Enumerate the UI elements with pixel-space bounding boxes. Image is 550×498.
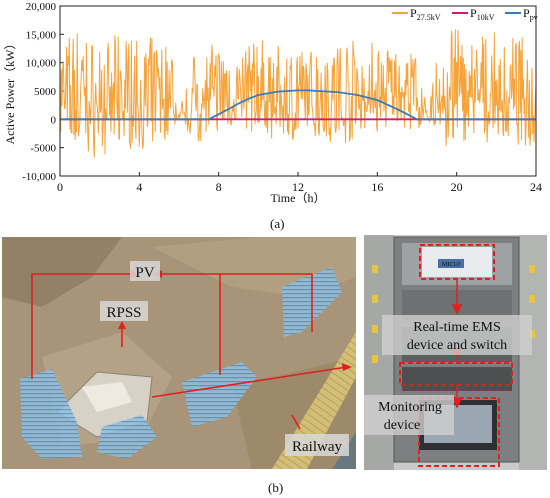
rpss-label-box	[100, 301, 148, 321]
device-badge: MICUJ	[442, 262, 461, 268]
pv-array-center	[182, 362, 257, 427]
y-tick-label: -5000	[30, 143, 56, 155]
annotation-lines	[31, 273, 348, 430]
series-line-P27.5kV	[59, 29, 537, 158]
pv-label: PV	[135, 265, 154, 281]
power-chart: 0 4 8 12 16 20 24 -10,000 -5000 0 5000 10,000 15,000…	[0, 0, 550, 235]
series-line-Ppv	[60, 89, 536, 121]
panel-label-b: (b)	[268, 480, 284, 495]
power-chart-svg: 0 4 8 12 16 20 24 -10,000 -5000 0 5000 10,000 15,000…	[3, 1, 542, 205]
pv-array-south	[97, 415, 157, 459]
pv-label-box	[130, 261, 160, 281]
legend-label: P10kV	[470, 6, 495, 22]
x-tick-label: 0	[57, 180, 63, 194]
ems-label-line1: Real-time EMS	[413, 320, 501, 335]
y-tick-label: -10,000	[22, 171, 56, 183]
x-tick-label: 20	[451, 180, 463, 194]
x-tick-label: 16	[371, 180, 383, 194]
y-tick-label: 20,000	[26, 1, 57, 13]
x-tick-label: 12	[292, 180, 304, 194]
railway-label-box	[285, 434, 349, 456]
y-tick-label: 0	[51, 114, 57, 126]
x-tick-label: 24	[530, 180, 542, 194]
legend-label: Ppv	[523, 6, 538, 22]
x-tick-label: 4	[136, 180, 142, 194]
aerial-photo-svg: PV RPSS Railway	[2, 237, 356, 469]
y-tick-label: 15,000	[26, 29, 57, 41]
y-axis-label: Active Power（kW）	[3, 38, 17, 145]
rpss-label: RPSS	[106, 305, 141, 321]
monitoring-label-line1: Monitoring	[378, 400, 442, 415]
ems-label-line2: device and switch	[407, 338, 507, 353]
y-tick-label: 5000	[34, 86, 57, 98]
y-tick-label: 10,000	[26, 58, 57, 70]
panel-label-a: (a)	[270, 216, 285, 231]
plot-frame	[59, 5, 537, 177]
x-axis-label: Time（h）	[271, 191, 326, 205]
cabinet-photo: MICUJ Real-time EMS device and switc	[364, 235, 547, 470]
pv-array-west	[20, 369, 82, 459]
x-tick-label: 8	[216, 180, 222, 194]
railway-label: Railway	[292, 439, 342, 455]
monitoring-label-line2: device	[384, 418, 421, 433]
legend-label: P27.5kV	[410, 6, 441, 22]
cabinet-photo-svg: MICUJ Real-time EMS device and switc	[364, 235, 547, 470]
aerial-photo: PV RPSS Railway	[2, 237, 356, 469]
